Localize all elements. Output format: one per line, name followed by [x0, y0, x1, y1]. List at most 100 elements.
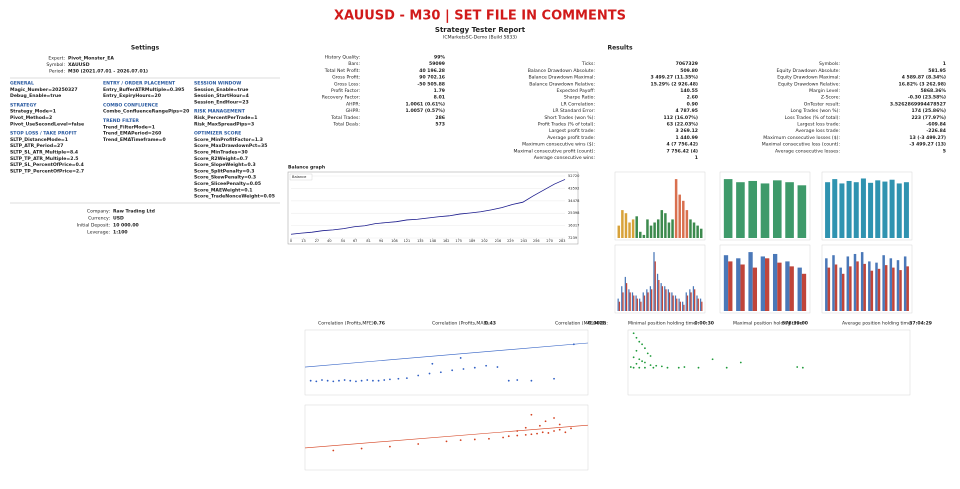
y-tick-label: 52720: [568, 174, 580, 178]
info-label: Period:: [49, 69, 65, 75]
point: [553, 430, 555, 432]
bar: [642, 292, 644, 311]
x-tick-label: 135: [417, 239, 423, 243]
x-tick-label: 189: [469, 239, 475, 243]
result-label: Bars:: [348, 61, 360, 67]
bar: [860, 178, 866, 238]
point: [541, 431, 544, 434]
result-label: Maximal consecutive loss (count):: [762, 142, 841, 148]
point: [644, 366, 646, 369]
bar: [671, 219, 674, 238]
point: [632, 366, 635, 369]
bar: [635, 295, 637, 311]
bar: [777, 262, 782, 311]
point: [564, 431, 567, 434]
point: [524, 434, 527, 436]
point: [462, 368, 465, 370]
bar: [772, 253, 778, 311]
point: [445, 440, 448, 443]
bar: [785, 182, 794, 238]
x-tick-label: 40: [327, 239, 331, 243]
bar: [797, 267, 802, 311]
bar: [686, 295, 689, 311]
bar: [629, 292, 631, 311]
point: [666, 366, 669, 369]
bar: [621, 286, 623, 311]
bar: [664, 213, 667, 238]
bar: [692, 222, 696, 238]
bar: [860, 252, 864, 311]
point: [725, 366, 728, 369]
account-label: Initial Deposit:: [77, 223, 111, 229]
result-label: Average consecutive wins:: [534, 155, 596, 161]
subtitle: Strategy Tester Report: [435, 26, 526, 34]
bar: [690, 292, 692, 311]
point: [558, 428, 561, 431]
point: [309, 379, 312, 382]
bar: [765, 258, 770, 311]
point: [451, 369, 454, 372]
point: [553, 417, 555, 419]
bar: [899, 270, 902, 311]
point: [801, 366, 804, 369]
bar: [868, 261, 871, 311]
result-value: 13 (-3 499.27): [909, 135, 946, 141]
balance-line: [290, 179, 566, 235]
bar: [682, 200, 685, 238]
point: [360, 379, 363, 382]
bar: [723, 179, 733, 238]
input-item: Pivot_Method=2: [10, 115, 52, 121]
input-item: Entry_ExpiryHours=20: [103, 93, 161, 99]
bar: [631, 219, 635, 238]
bar: [875, 262, 878, 311]
bar: [748, 252, 753, 311]
result-value: 7 756.42 (4): [666, 148, 698, 154]
result-value: 581.95: [928, 68, 946, 74]
bar: [832, 179, 838, 238]
bar: [672, 295, 674, 311]
point: [377, 379, 380, 382]
correlation-value: 0.76: [374, 321, 385, 327]
bar: [622, 292, 624, 311]
bar: [649, 225, 653, 238]
point: [739, 361, 742, 364]
result-value: 140.55: [680, 88, 698, 94]
result-label: Total Net Profit:: [324, 68, 361, 74]
result-value: 3 499.27 (11.35%): [651, 75, 698, 81]
bar: [639, 298, 641, 311]
result-value: 4 787.95: [675, 108, 698, 114]
info-label: Expert:: [48, 56, 65, 62]
input-item: Combo_ConfluenceRangePips=20: [103, 109, 189, 115]
bar: [853, 253, 857, 311]
input-group: TREND FILTER: [103, 118, 139, 124]
point: [428, 372, 431, 375]
bar: [884, 265, 888, 311]
bar: [689, 219, 692, 238]
point: [558, 423, 561, 426]
bar: [631, 292, 634, 311]
bar: [827, 267, 831, 311]
input-item: SLTP_TP_PercentOfPrice=2.7: [10, 168, 84, 174]
input-item: Score_SkewPenalty=0.3: [194, 175, 256, 181]
point: [360, 447, 363, 450]
bar: [903, 182, 909, 238]
input-item: Session_EndHour=23: [194, 99, 249, 105]
result-value: 40 196.28: [419, 68, 445, 74]
result-label: Margin Level:: [809, 88, 840, 94]
point: [638, 358, 641, 361]
result-value: 1.79: [434, 88, 445, 94]
result-value: 16.82% (3 262.98): [899, 81, 946, 87]
point: [530, 413, 533, 416]
point: [544, 420, 547, 423]
point: [431, 362, 434, 365]
bar: [674, 295, 677, 311]
x-tick-label: 54: [341, 239, 345, 243]
correlation-label: Correlation (MFE,MAE):: [555, 321, 608, 327]
bar: [906, 266, 909, 311]
bar: [633, 295, 635, 311]
bar: [683, 304, 685, 311]
bar: [896, 260, 900, 311]
bar: [825, 258, 828, 311]
bar: [846, 180, 852, 238]
y-tick-label: 16317: [568, 224, 579, 228]
